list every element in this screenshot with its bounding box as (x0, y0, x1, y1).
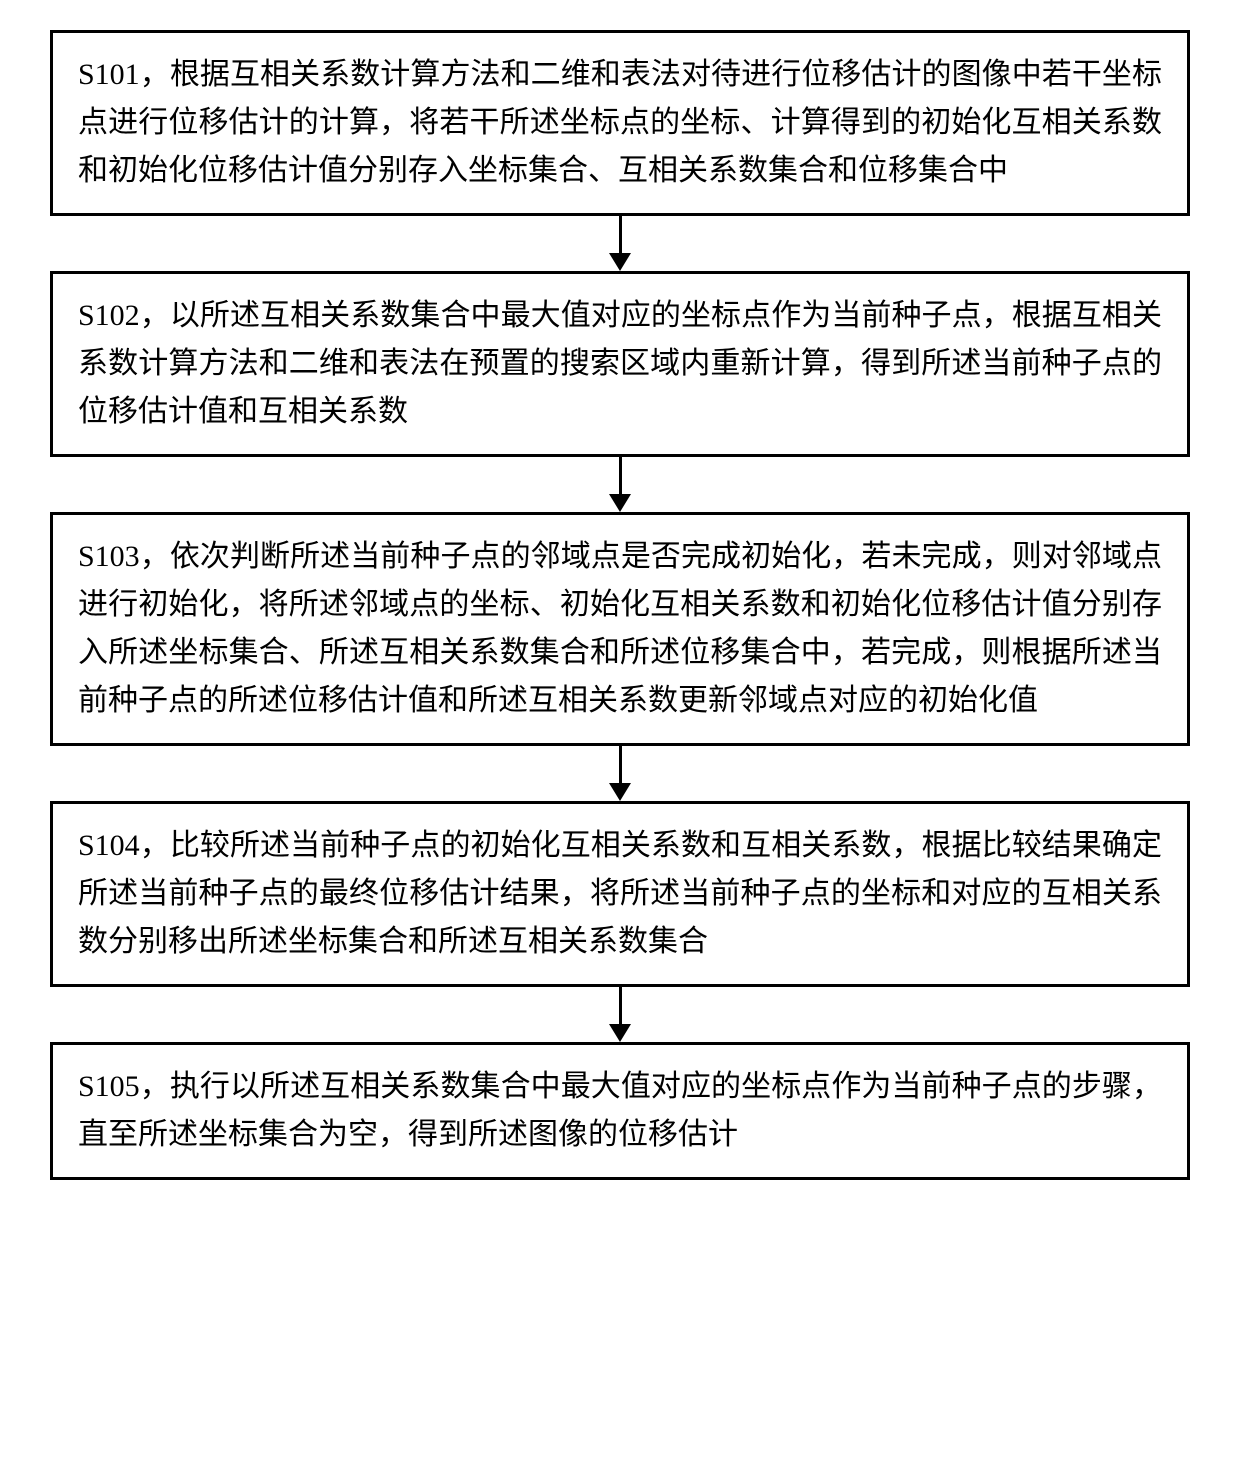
step-content: S105，执行以所述互相关系数集合中最大值对应的坐标点作为当前种子点的步骤，直至… (78, 1063, 1162, 1159)
step-content: S101，根据互相关系数计算方法和二维和表法对待进行位移估计的图像中若干坐标点进… (78, 51, 1162, 195)
arrow-line (619, 746, 622, 783)
step-text: 以所述互相关系数集合中最大值对应的坐标点作为当前种子点，根据互相关系数计算方法和… (78, 299, 1162, 428)
step-text: 执行以所述互相关系数集合中最大值对应的坐标点作为当前种子点的步骤，直至所述坐标集… (78, 1070, 1162, 1151)
arrow-line (619, 987, 622, 1024)
arrow-icon (609, 987, 631, 1042)
step-text: 依次判断所述当前种子点的邻域点是否完成初始化，若未完成，则对邻域点进行初始化，将… (78, 540, 1162, 717)
step-content: S104，比较所述当前种子点的初始化互相关系数和互相关系数，根据比较结果确定所述… (78, 822, 1162, 966)
step-text: 比较所述当前种子点的初始化互相关系数和互相关系数，根据比较结果确定所述当前种子点… (78, 829, 1162, 958)
step-label: S101， (78, 58, 170, 91)
step-box-s104: S104，比较所述当前种子点的初始化互相关系数和互相关系数，根据比较结果确定所述… (50, 801, 1190, 987)
arrow-head (609, 494, 631, 512)
step-label: S105， (78, 1070, 170, 1103)
arrow-icon (609, 457, 631, 512)
step-label: S102， (78, 299, 170, 332)
arrow-line (619, 457, 622, 494)
arrow-icon (609, 746, 631, 801)
step-content: S102，以所述互相关系数集合中最大值对应的坐标点作为当前种子点，根据互相关系数… (78, 292, 1162, 436)
step-box-s103: S103，依次判断所述当前种子点的邻域点是否完成初始化，若未完成，则对邻域点进行… (50, 512, 1190, 746)
arrow-head (609, 1024, 631, 1042)
step-text: 根据互相关系数计算方法和二维和表法对待进行位移估计的图像中若干坐标点进行位移估计… (78, 58, 1162, 187)
step-box-s102: S102，以所述互相关系数集合中最大值对应的坐标点作为当前种子点，根据互相关系数… (50, 271, 1190, 457)
step-box-s105: S105，执行以所述互相关系数集合中最大值对应的坐标点作为当前种子点的步骤，直至… (50, 1042, 1190, 1180)
flowchart-container: S101，根据互相关系数计算方法和二维和表法对待进行位移估计的图像中若干坐标点进… (50, 30, 1190, 1180)
step-label: S103， (78, 540, 170, 573)
step-box-s101: S101，根据互相关系数计算方法和二维和表法对待进行位移估计的图像中若干坐标点进… (50, 30, 1190, 216)
arrow-head (609, 253, 631, 271)
arrow-icon (609, 216, 631, 271)
step-content: S103，依次判断所述当前种子点的邻域点是否完成初始化，若未完成，则对邻域点进行… (78, 533, 1162, 725)
step-label: S104， (78, 829, 170, 862)
arrow-line (619, 216, 622, 253)
arrow-head (609, 783, 631, 801)
